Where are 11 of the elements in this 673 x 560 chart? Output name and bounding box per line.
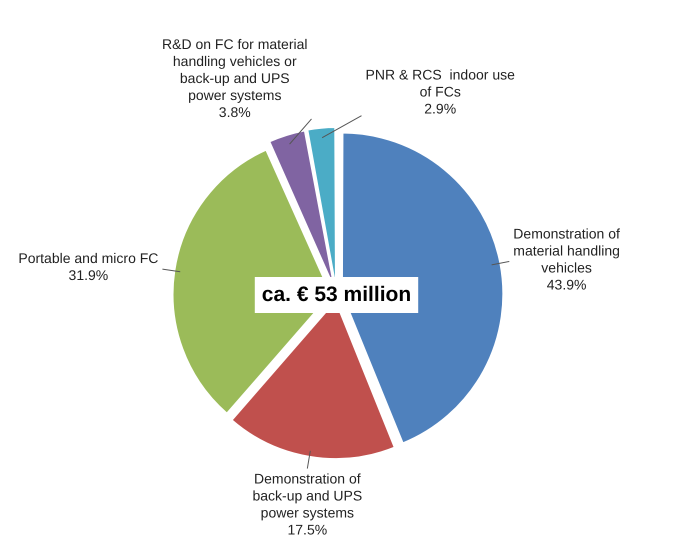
data-label: 17.5% xyxy=(287,521,328,538)
data-label: 31.9% xyxy=(68,266,108,283)
slice-label: PNR & RCS indoor use of FCs xyxy=(365,66,516,100)
data-label: 2.9% xyxy=(424,100,456,117)
slice-label: Portable and micro FC xyxy=(18,250,158,266)
data-label: 3.8% xyxy=(218,104,251,120)
slice-label: R&D on FC for material handling vehicles or back-up and UPS power systems xyxy=(162,36,308,103)
data-label: 43.9% xyxy=(546,276,586,292)
slice-label: Demonstration of material handling vehicles xyxy=(513,225,620,276)
slice-label: Demonstration of back-up and UPS power systems xyxy=(252,470,362,520)
text: ca. € 53 million xyxy=(262,282,412,306)
